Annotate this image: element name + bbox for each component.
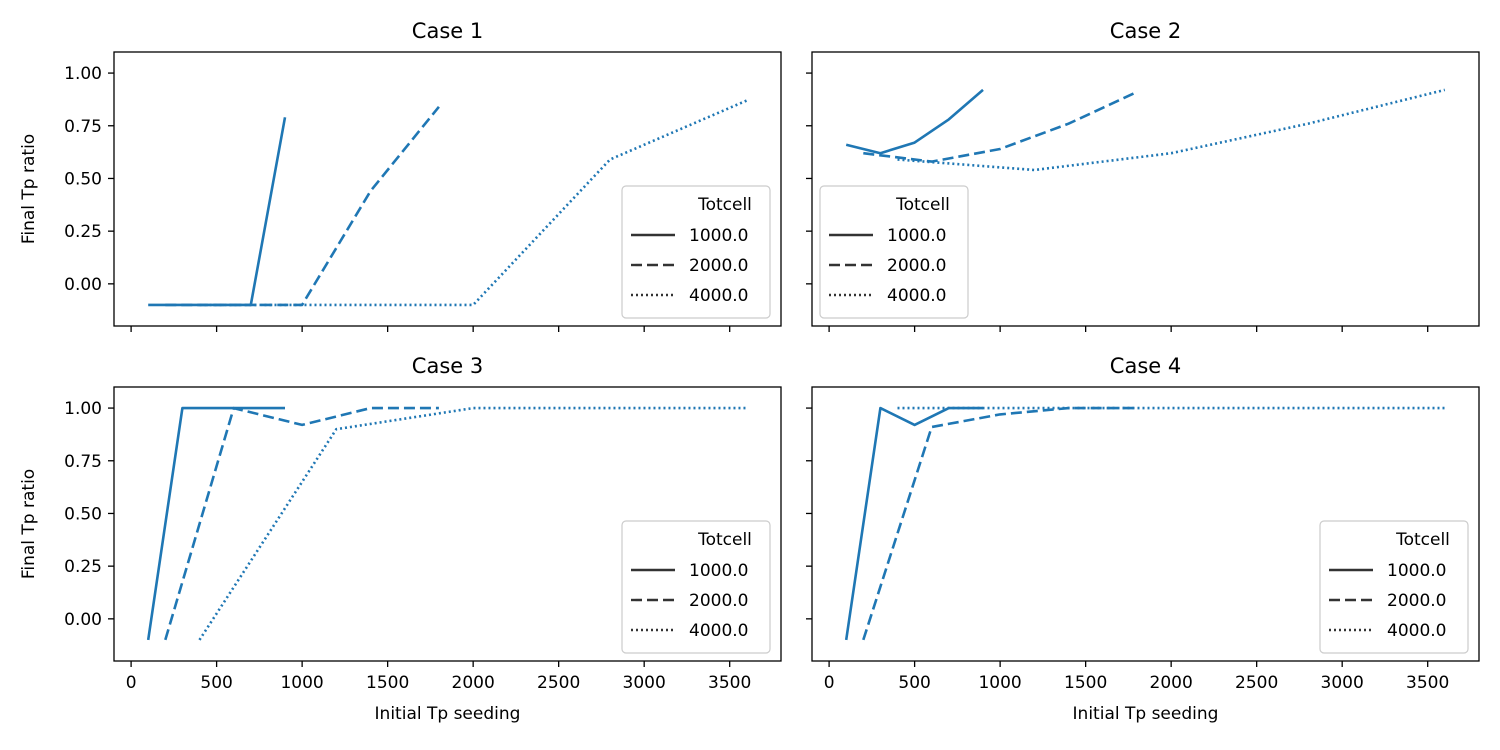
plot-frame bbox=[811, 51, 1480, 327]
plot-frame bbox=[113, 51, 782, 327]
legend-title: Totcell bbox=[697, 195, 752, 215]
x-tick-label: 2000 bbox=[1150, 673, 1193, 693]
panel-title: Case 2 bbox=[1110, 19, 1181, 43]
legend-label: 4000.0 bbox=[1387, 621, 1446, 641]
series-line-4000.0 bbox=[897, 88, 1446, 172]
y-tick-label: 0.50 bbox=[64, 504, 102, 524]
series-line-4000.0 bbox=[199, 99, 748, 307]
y-tick-label: 0.00 bbox=[64, 275, 102, 295]
x-tick-label: 1500 bbox=[366, 673, 409, 693]
legend-box bbox=[621, 185, 771, 319]
y-axis-label: Final Tp ratio bbox=[19, 134, 39, 244]
panel-3: Case 3 0.00 0.25 0.50 0.75 1.00 0 500 1000 1500 20… bbox=[19, 354, 782, 724]
y-axis-label: Final Tp ratio bbox=[19, 469, 39, 579]
y-tick-label: 0.25 bbox=[64, 222, 102, 242]
x-axis-label: Initial Tp seeding bbox=[375, 704, 521, 724]
panel-title: Case 1 bbox=[412, 19, 483, 43]
legend-box bbox=[819, 185, 969, 319]
series-line-1000.0 bbox=[148, 117, 287, 307]
y-tick-label: 1.00 bbox=[64, 64, 102, 84]
x-tick-label: 3500 bbox=[708, 673, 751, 693]
series-line-1000.0 bbox=[146, 406, 285, 641]
panel-title: Case 3 bbox=[412, 354, 483, 378]
x-tick-label: 3000 bbox=[623, 673, 666, 693]
x-tick-label: 2500 bbox=[1235, 673, 1278, 693]
x-tick-label: 0 bbox=[824, 673, 835, 693]
x-tick-label: 500 bbox=[898, 673, 930, 693]
legend-label: 2000.0 bbox=[689, 256, 748, 276]
x-tick-label: 500 bbox=[200, 673, 232, 693]
x-tick-label: 3000 bbox=[1321, 673, 1364, 693]
legend-label: 1000.0 bbox=[887, 226, 946, 246]
x-tick-label: 0 bbox=[126, 673, 137, 693]
legend-box bbox=[1319, 520, 1469, 654]
y-tick-label: 0.25 bbox=[64, 557, 102, 577]
y-tick-label: 0.00 bbox=[64, 610, 102, 630]
x-tick-label: 2000 bbox=[452, 673, 495, 693]
legend-title: Totcell bbox=[895, 195, 950, 215]
series-line-2000.0 bbox=[164, 406, 439, 641]
legend-label: 4000.0 bbox=[689, 286, 748, 306]
plot-frame bbox=[811, 386, 1480, 662]
series-line-2000.0 bbox=[862, 406, 1137, 641]
legend-label: 4000.0 bbox=[887, 286, 946, 306]
y-tick-label: 1.00 bbox=[64, 399, 102, 419]
legend-title: Totcell bbox=[1395, 530, 1450, 550]
panel-1: Case 1 0.00 0.25 0.50 0.75 1.00 Final Tp ratio… bbox=[19, 19, 782, 332]
series-line-2000.0 bbox=[165, 105, 440, 307]
x-tick-label: 1500 bbox=[1064, 673, 1107, 693]
x-tick-label: 1000 bbox=[978, 673, 1021, 693]
y-tick-label: 0.75 bbox=[64, 452, 102, 472]
legend-title: Totcell bbox=[697, 530, 752, 550]
panel-title: Case 4 bbox=[1110, 354, 1181, 378]
panel-4: Case 4 0 500 1000 1500 2000 2500 3000 3500 Initia… bbox=[806, 354, 1480, 724]
legend-label: 1000.0 bbox=[689, 561, 748, 581]
series-line-2000.0 bbox=[863, 90, 1138, 163]
legend-label: 2000.0 bbox=[887, 256, 946, 276]
x-tick-label: 3500 bbox=[1406, 673, 1449, 693]
legend: Totcell 1000.0 2000.0 4000.0 bbox=[621, 185, 771, 319]
legend-label: 1000.0 bbox=[1387, 561, 1446, 581]
x-tick-label: 2500 bbox=[537, 673, 580, 693]
series-line-1000.0 bbox=[845, 88, 984, 155]
legend-label: 2000.0 bbox=[689, 591, 748, 611]
x-axis-label: Initial Tp seeding bbox=[1073, 704, 1219, 724]
x-tick-label: 1000 bbox=[280, 673, 323, 693]
y-tick-label: 0.50 bbox=[64, 169, 102, 189]
legend-box bbox=[621, 520, 771, 654]
legend-label: 1000.0 bbox=[689, 226, 748, 246]
legend: Totcell 1000.0 2000.0 4000.0 bbox=[1319, 520, 1469, 654]
legend-label: 4000.0 bbox=[689, 621, 748, 641]
y-tick-label: 0.75 bbox=[64, 117, 102, 137]
series-line-1000.0 bbox=[844, 406, 983, 641]
panel-2: Case 2 Totcell 1000.0 2000.0 4000.0 bbox=[806, 19, 1480, 332]
plot-frame bbox=[113, 386, 782, 662]
legend: Totcell 1000.0 2000.0 4000.0 bbox=[819, 185, 969, 319]
legend: Totcell 1000.0 2000.0 4000.0 bbox=[621, 520, 771, 654]
legend-label: 2000.0 bbox=[1387, 591, 1446, 611]
